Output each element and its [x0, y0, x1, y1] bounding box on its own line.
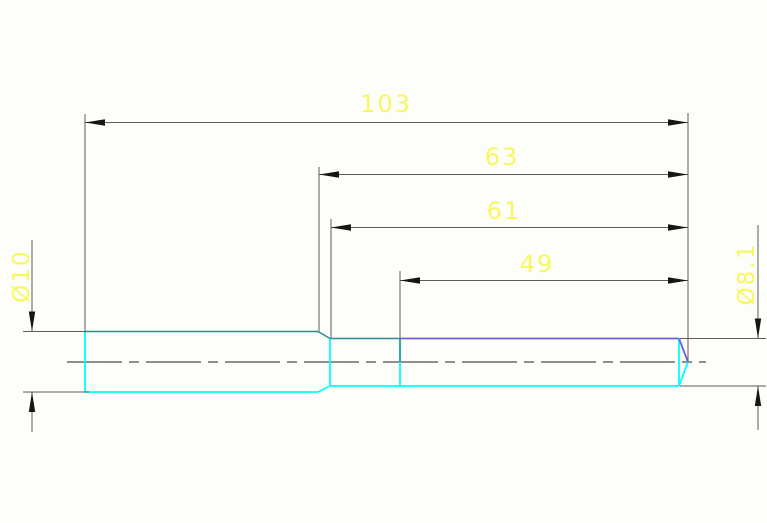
- arrowhead-dia81-up: [754, 386, 762, 406]
- arrowhead-right-103: [668, 119, 688, 126]
- dimension-text-63[interactable]: 63: [485, 143, 520, 171]
- dimension-text-61[interactable]: 61: [487, 197, 522, 225]
- arrowhead-dia10-up: [28, 392, 36, 412]
- shaft-tip-top-bevel[interactable]: [678, 338, 689, 363]
- arrowhead-dia10-down: [28, 311, 36, 332]
- arrowhead-left-49: [400, 277, 420, 284]
- arrowhead-right-61: [668, 224, 688, 231]
- shaft-outline[interactable]: [84, 330, 689, 393]
- dimension-text-103[interactable]: 103: [360, 90, 412, 118]
- arrowhead-right-49: [668, 277, 688, 284]
- dimension-length-63[interactable]: 63: [318, 143, 688, 332]
- dimension-diameter-10[interactable]: Ø10: [9, 240, 89, 432]
- dimension-diameter-8-1[interactable]: Ø8.1: [680, 225, 766, 430]
- shaft-bottom-chamfer[interactable]: [317, 385, 331, 393]
- arrowhead-right-63: [668, 171, 688, 178]
- arrowhead-left-61: [331, 224, 351, 231]
- dimension-text-49[interactable]: 49: [520, 250, 555, 278]
- dimension-text-dia81[interactable]: Ø8.1: [734, 243, 760, 306]
- shaft-tip-bottom-bevel[interactable]: [678, 361, 689, 387]
- dimension-text-dia10[interactable]: Ø10: [9, 249, 35, 302]
- dimension-length-61[interactable]: 61: [330, 197, 688, 338]
- arrowhead-dia81-down: [754, 318, 762, 339]
- dimension-overall-length[interactable]: 103: [84, 90, 689, 361]
- shaft-top-chamfer[interactable]: [317, 330, 331, 340]
- arrowhead-left-63: [319, 171, 339, 178]
- dimension-length-49[interactable]: 49: [399, 250, 688, 338]
- arrowhead-left-103: [85, 119, 105, 126]
